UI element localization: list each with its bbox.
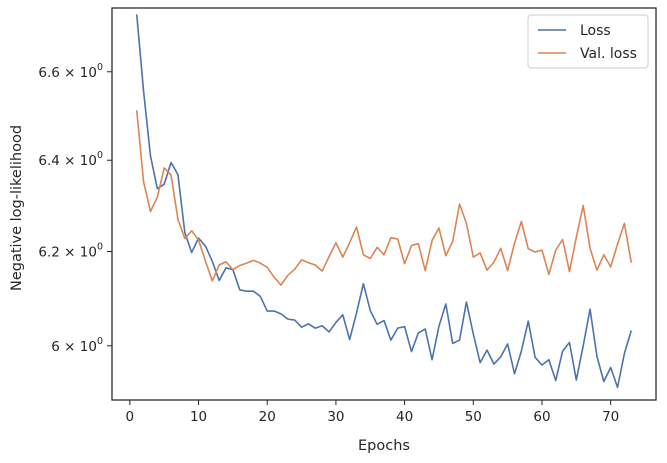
x-tick-label: 30 <box>327 409 344 425</box>
legend-label-1: Loss <box>580 23 611 39</box>
legend-box <box>527 14 649 69</box>
y-axis-label: Negative log-likelihood <box>9 125 25 291</box>
y-axis: 6 × 100 6.2 × 100 6.4 × 100 6.6 × 100 <box>38 62 112 355</box>
x-tick-label: 50 <box>465 409 482 425</box>
plot-area <box>112 8 656 400</box>
x-tick-label: 70 <box>602 409 619 425</box>
plot-frame <box>111 7 657 401</box>
y-tick-label: 6 × 100 <box>51 336 103 355</box>
y-tick-label: 6.6 × 100 <box>38 62 103 81</box>
x-tick-label: 60 <box>533 409 550 425</box>
x-tick-label: 10 <box>190 409 207 425</box>
legend-label-2: Val. loss <box>580 46 637 62</box>
x-tick-label: 0 <box>126 409 135 425</box>
y-tick-label: 6.2 × 100 <box>38 242 103 261</box>
x-axis: 0 10 20 30 40 50 60 70 <box>126 400 619 425</box>
series-line-1 <box>135 14 633 389</box>
x-axis-label: Epochs <box>358 438 410 454</box>
y-tick-label: 6.4 × 100 <box>38 150 103 169</box>
series-line-2 <box>135 110 633 286</box>
x-tick-label: 20 <box>259 409 276 425</box>
x-tick-label: 40 <box>396 409 413 425</box>
series-layer <box>135 14 633 389</box>
legend: Loss Val. loss <box>527 14 649 69</box>
